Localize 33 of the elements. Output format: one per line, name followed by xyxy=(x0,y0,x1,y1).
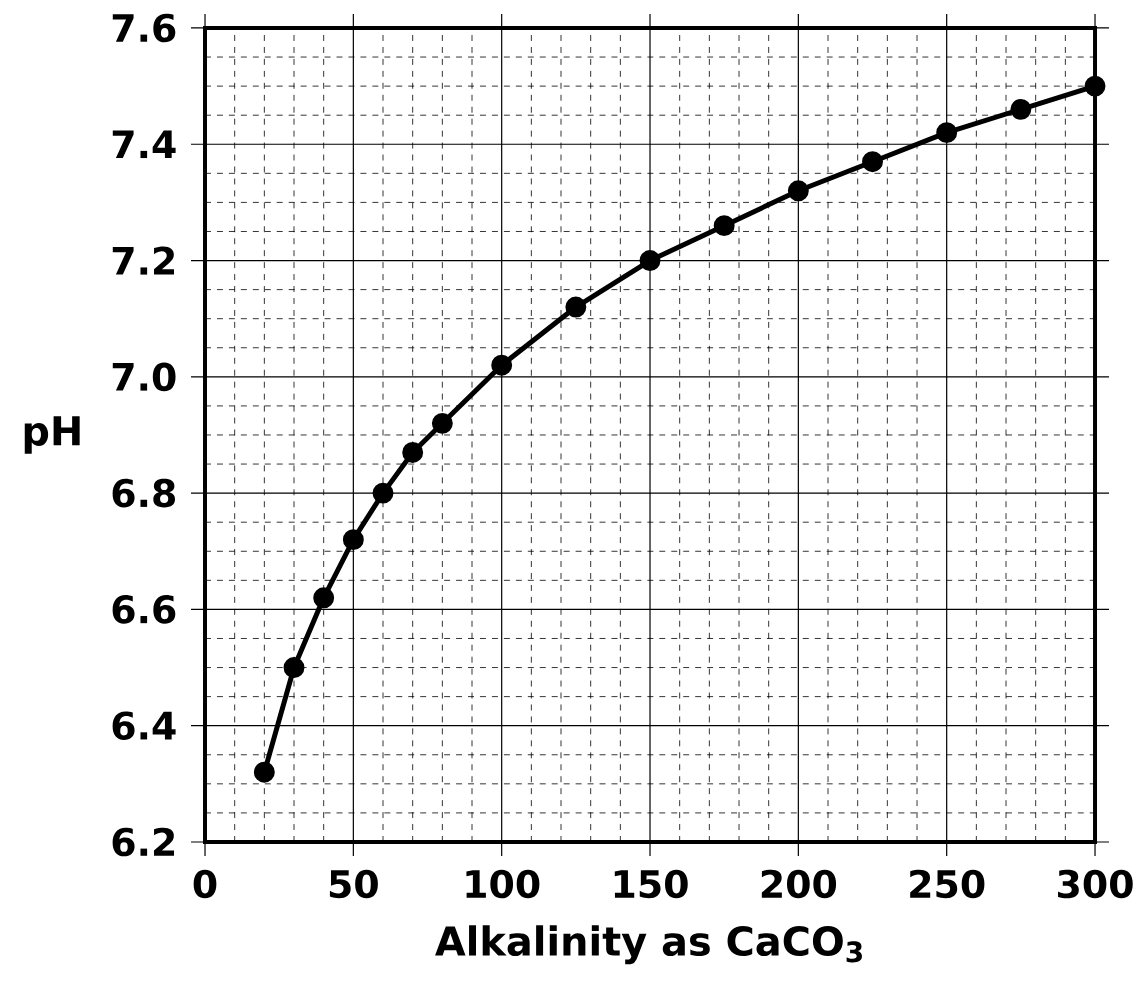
y-tick-label: 6.6 xyxy=(112,595,176,624)
point xyxy=(253,761,275,783)
y-tick-label: 6.2 xyxy=(112,827,175,857)
y-tick-label: 7.0 xyxy=(112,362,176,392)
point xyxy=(565,296,587,318)
x-tick-label: 200 xyxy=(761,869,837,899)
point xyxy=(1084,75,1106,97)
x-tick-label: 250 xyxy=(910,869,985,899)
y-tick-label: 6.4 xyxy=(112,711,176,740)
x-tick-label: 0 xyxy=(193,869,217,899)
point xyxy=(1010,98,1032,120)
x-tick-label: 50 xyxy=(329,869,378,899)
y-tick-label: 7.6 xyxy=(112,13,176,43)
point xyxy=(313,587,335,609)
point xyxy=(713,215,735,237)
point xyxy=(639,250,661,272)
point xyxy=(342,529,364,551)
point xyxy=(402,441,424,463)
point xyxy=(787,180,809,202)
point xyxy=(862,151,883,173)
point xyxy=(936,122,958,144)
point xyxy=(431,412,453,434)
y-tick-label: 7.2 xyxy=(112,246,175,275)
point xyxy=(283,657,305,679)
y-tick-label: 7.4 xyxy=(112,130,176,159)
x-tick-label: 150 xyxy=(614,869,688,899)
point xyxy=(491,354,513,376)
y-tick-label: 6.8 xyxy=(112,478,175,508)
x-axis-title: Alkalinity as CaCO$_{3}$ xyxy=(435,925,862,965)
x-tick-label: 300 xyxy=(1058,869,1133,899)
point xyxy=(372,482,394,504)
y-axis-title: pH xyxy=(24,416,80,454)
x-tick-label: 100 xyxy=(466,869,540,899)
